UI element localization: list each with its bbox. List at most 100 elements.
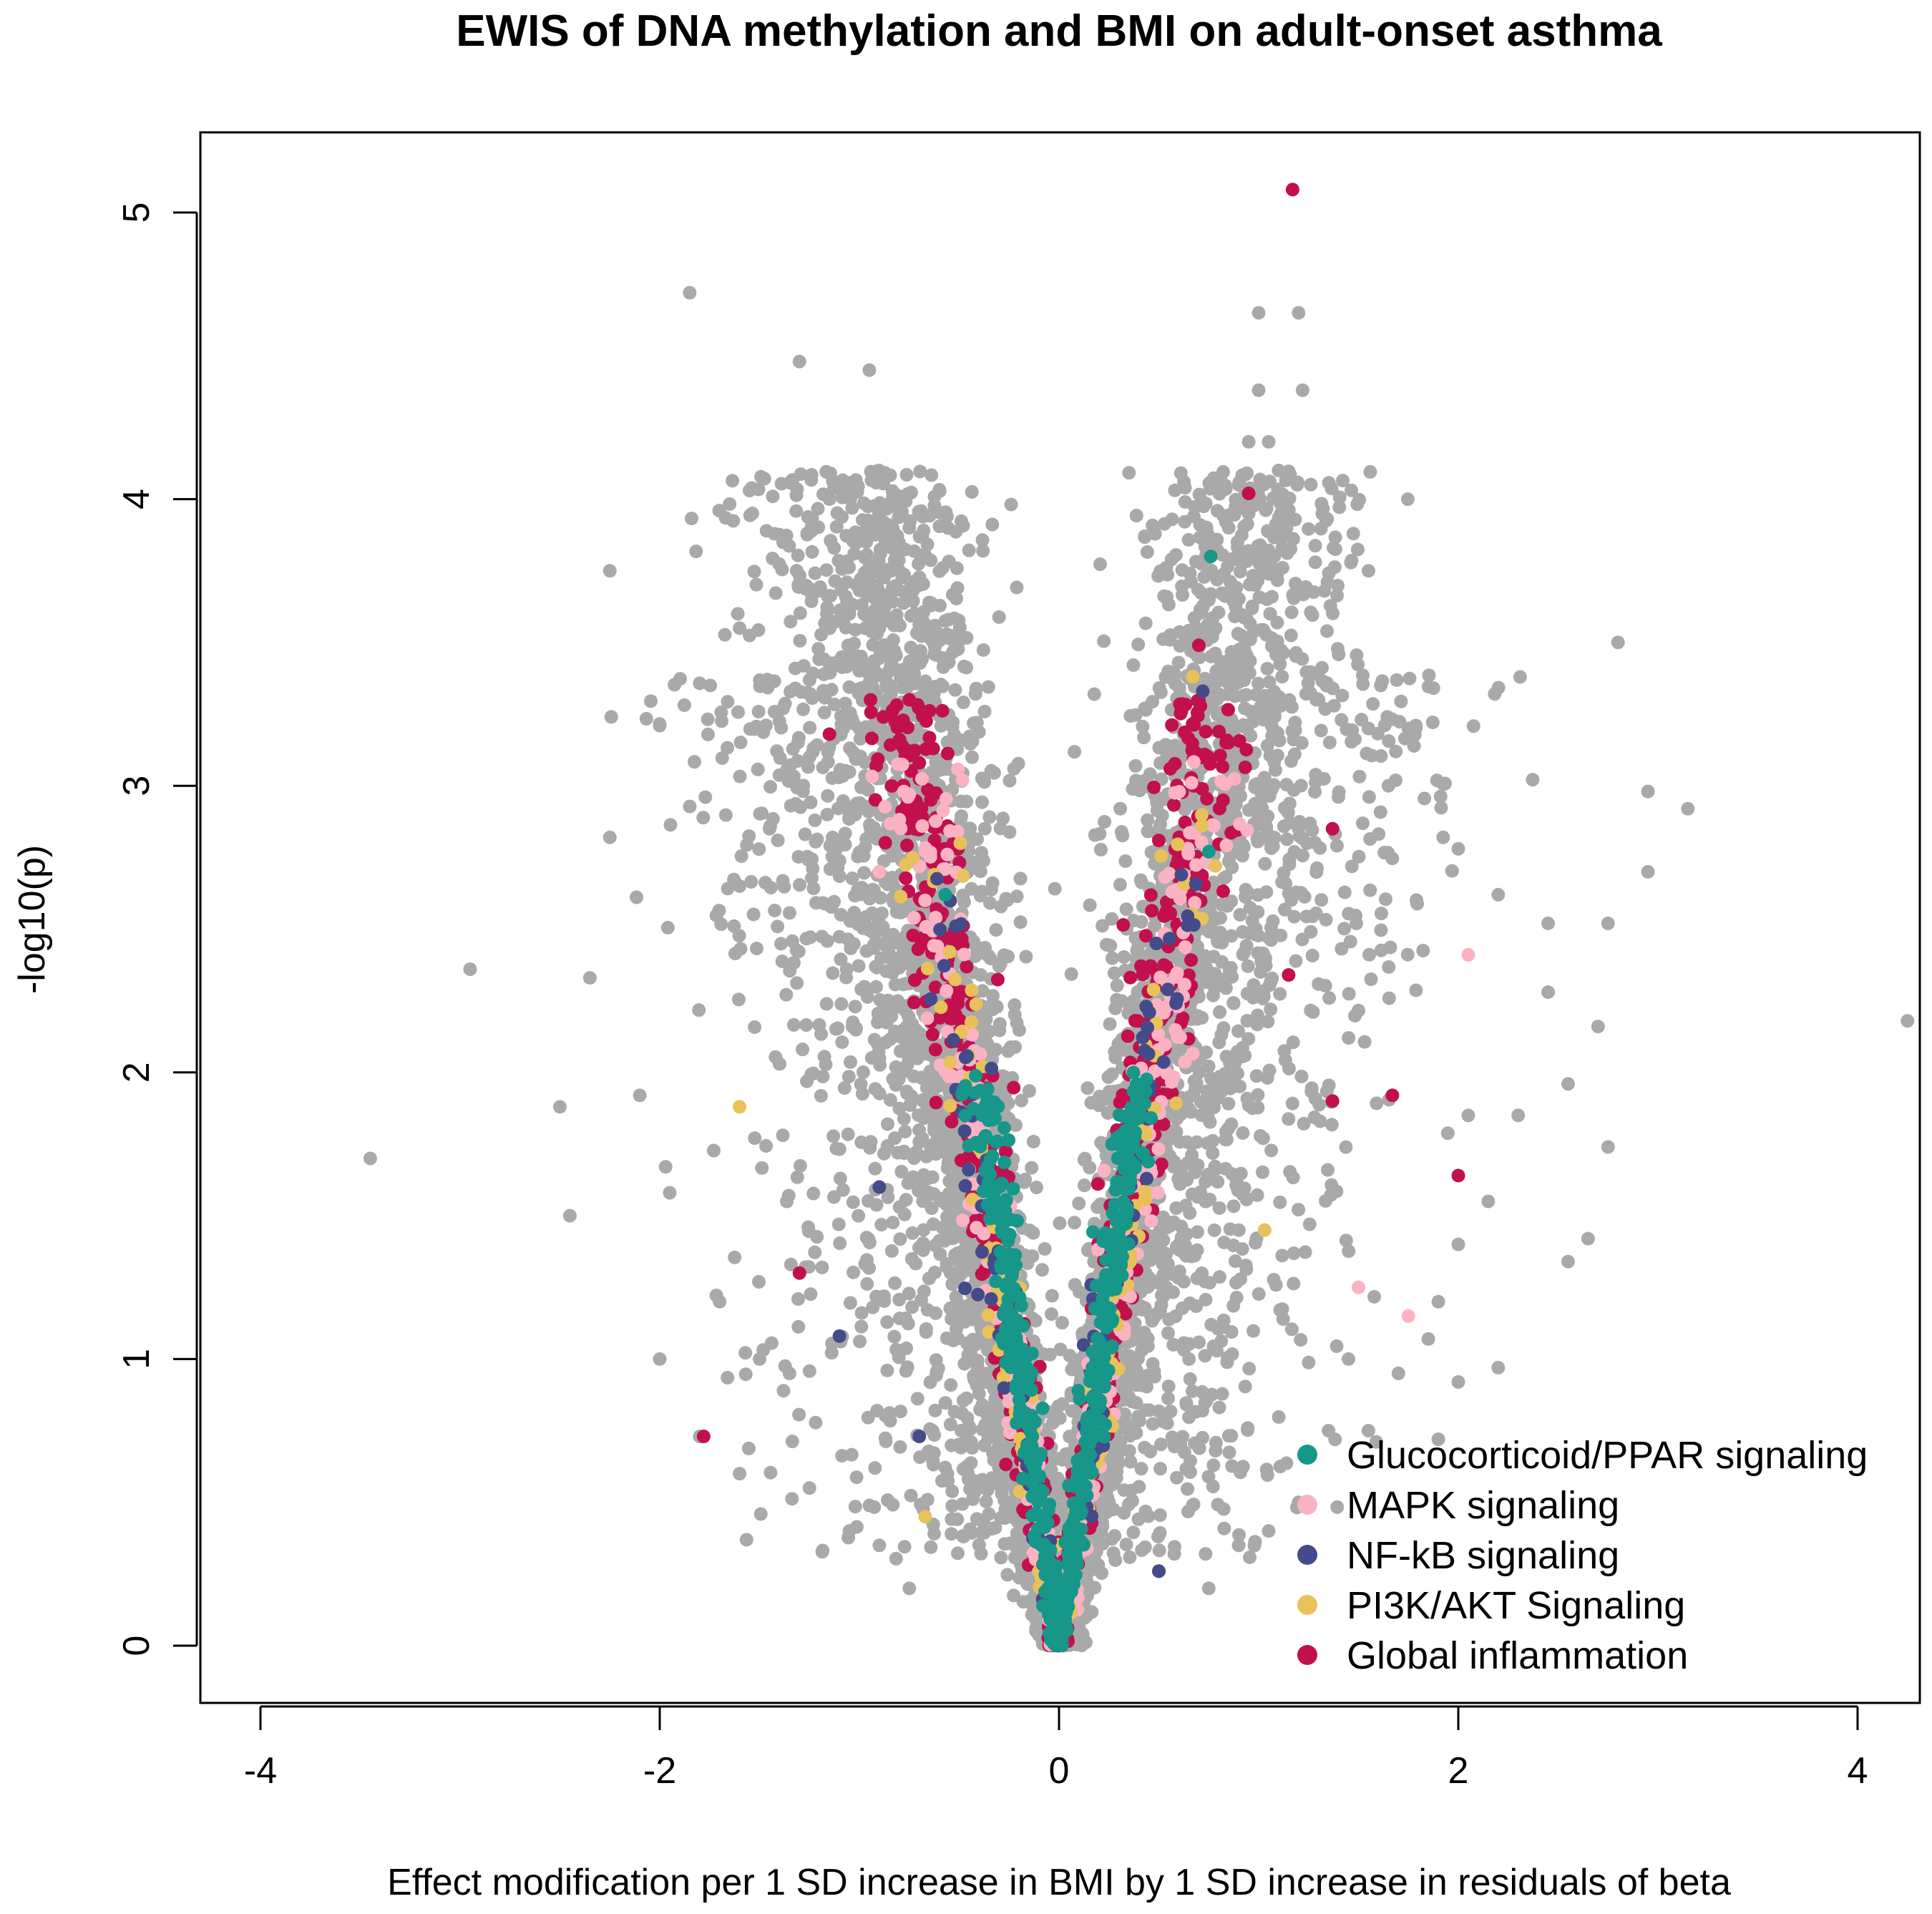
cpg-point (847, 654, 861, 668)
cpg-point (1123, 1455, 1138, 1469)
cpg-point (1240, 466, 1254, 480)
cpg-point (1363, 465, 1377, 479)
cpg-point (1038, 1241, 1052, 1256)
cpg-point (1284, 605, 1299, 620)
cpg-point (1289, 649, 1303, 663)
cpg-point (899, 468, 914, 482)
cpg-point (903, 1098, 917, 1113)
cpg-point (766, 489, 780, 504)
cpg-point (788, 661, 802, 675)
cpg-point (1220, 560, 1234, 574)
cpg-point (1251, 807, 1265, 821)
cpg-point (1098, 815, 1112, 829)
cpg-point (884, 682, 898, 696)
cpg-point (1096, 919, 1110, 933)
cpg-point (757, 472, 771, 486)
cpg-point (1322, 566, 1336, 580)
cpg-point (1344, 483, 1358, 497)
cpg-point (933, 1247, 947, 1261)
cpg-point (1168, 1125, 1182, 1139)
cpg-point (1169, 1201, 1184, 1215)
cpg-point (917, 1095, 932, 1109)
cpg-point (766, 552, 780, 566)
cpg-point (1302, 522, 1316, 536)
cpg-point (1331, 579, 1345, 593)
cpg-point (1152, 741, 1166, 755)
cpg-point (1259, 501, 1274, 515)
cpg-point (1002, 773, 1017, 788)
cpg-point (900, 667, 914, 681)
cpg-point (924, 468, 939, 482)
cpg-point (962, 729, 977, 743)
cpg-point (870, 578, 884, 592)
cpg-point (1188, 499, 1202, 514)
cpg-point (869, 980, 883, 994)
cpg-point (1328, 530, 1342, 545)
cpg-point (1228, 610, 1242, 624)
cpg-point (1269, 648, 1284, 662)
cpg-point (993, 957, 1008, 971)
cpg-point (1232, 643, 1246, 657)
cpg-point (1201, 1059, 1216, 1073)
cpg-point (793, 633, 807, 648)
cpg-point (1216, 509, 1231, 523)
cpg-point (985, 876, 1000, 890)
cpg-point (1160, 1134, 1174, 1148)
cpg-point (791, 548, 805, 562)
cpg-point (954, 794, 968, 809)
cpg-point (1288, 512, 1302, 527)
cpg-point (864, 821, 878, 836)
cpg-point (1102, 1085, 1116, 1099)
cpg-point (1206, 988, 1220, 1002)
cpg-point (1140, 545, 1154, 560)
cpg-point (1332, 648, 1346, 662)
cpg-point (1270, 634, 1284, 648)
cpg-point (859, 944, 874, 958)
cpg-point (1282, 464, 1296, 479)
cpg-point (1013, 871, 1028, 886)
cpg-point (1106, 1503, 1121, 1517)
cpg-point (1209, 675, 1224, 689)
cpg-point (684, 512, 698, 526)
cpg-point (1159, 560, 1174, 575)
cpg-point (1263, 715, 1277, 729)
cpg-point (1173, 1177, 1187, 1191)
cpg-point (1093, 557, 1107, 572)
cpg-point (1105, 951, 1119, 965)
cpg-point (811, 642, 826, 656)
cpg-point (950, 592, 964, 606)
cpg-point (835, 562, 849, 576)
cpg-point (848, 525, 862, 539)
cpg-point (967, 1299, 982, 1314)
cpg-point (1018, 1173, 1033, 1187)
cpg-point (992, 1017, 1007, 1031)
cpg-point (1346, 527, 1360, 541)
cpg-point (1324, 482, 1339, 496)
cpg-point (828, 574, 842, 588)
cpg-point (794, 467, 808, 482)
cpg-point (956, 695, 970, 710)
cpg-point (1143, 767, 1157, 781)
cpg-point (1184, 1137, 1199, 1151)
cpg-point (1007, 761, 1021, 776)
cpg-point (1316, 502, 1330, 516)
cpg-point (900, 1046, 914, 1060)
cpg-point (838, 696, 852, 711)
cpg-point (955, 809, 969, 824)
cpg-point (849, 536, 863, 550)
cpg-point (859, 547, 874, 562)
cpg-point (952, 620, 967, 635)
cpg-point (1015, 1570, 1029, 1584)
plot-frame (199, 131, 1921, 1704)
cpg-point (816, 683, 831, 698)
cpg-point (1400, 492, 1415, 507)
cpg-point (878, 600, 892, 614)
cpg-point (1176, 587, 1190, 602)
cpg-point (1251, 539, 1265, 553)
cpg-point (1254, 622, 1268, 637)
cpg-point (1193, 517, 1207, 532)
cpg-point (1115, 994, 1129, 1008)
cpg-point (1044, 1307, 1058, 1322)
cpg-point (975, 533, 990, 547)
cpg-point (1267, 685, 1282, 699)
